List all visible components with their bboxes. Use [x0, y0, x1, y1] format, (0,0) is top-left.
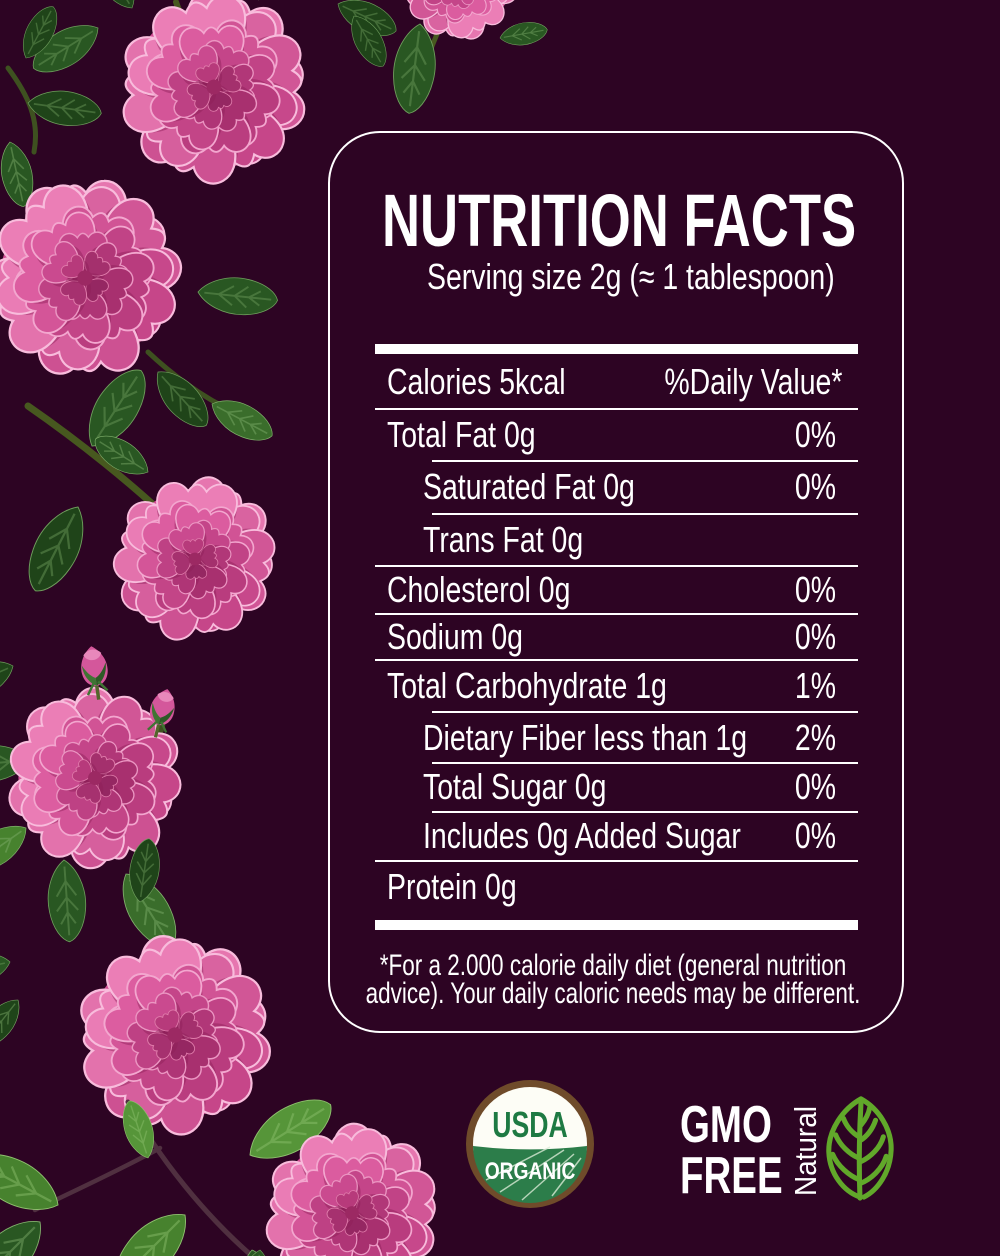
svg-text:USDA: USDA — [492, 1104, 568, 1145]
svg-text:ORGANIC: ORGANIC — [485, 1157, 576, 1185]
